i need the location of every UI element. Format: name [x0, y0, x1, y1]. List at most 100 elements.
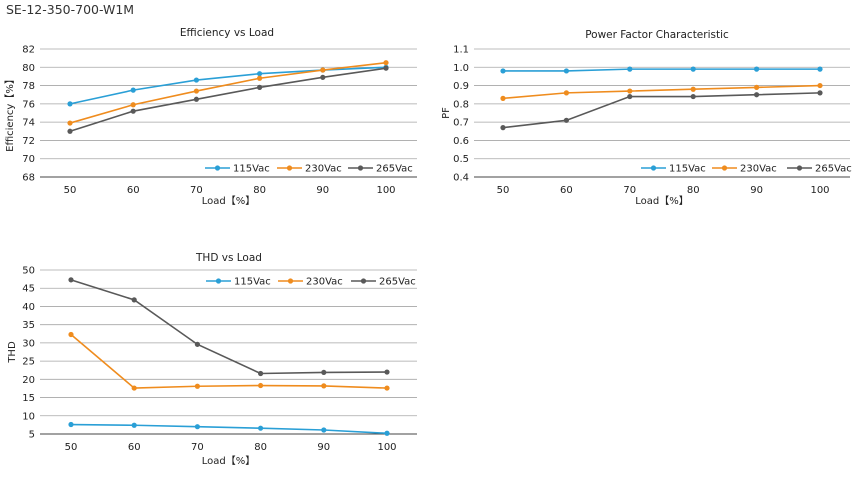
legend-label: 265Vac	[379, 277, 416, 288]
data-point	[690, 93, 696, 100]
data-point	[563, 68, 570, 74]
y-tick-label: 25	[22, 357, 35, 368]
y-tick-label: 45	[22, 284, 35, 295]
y-tick-label: 1.0	[453, 63, 469, 74]
x-tick-label: 50	[64, 185, 77, 196]
data-point	[817, 90, 823, 96]
x-tick-label: 60	[128, 442, 141, 453]
data-point	[131, 385, 137, 391]
data-point	[754, 84, 760, 90]
y-tick-label: 0.8	[453, 99, 469, 110]
data-point	[68, 277, 74, 283]
y-axis-label: THD	[7, 341, 18, 364]
y-tick-label: 35	[22, 320, 35, 331]
legend-entry: 230Vac	[278, 277, 343, 288]
data-point	[500, 125, 506, 131]
x-axis-label: Load【%】	[202, 455, 256, 467]
legend-label: 230Vac	[305, 164, 342, 175]
y-tick-label: 15	[22, 393, 35, 404]
legend-label: 115Vac	[669, 164, 706, 175]
data-point	[193, 77, 199, 83]
data-point	[194, 341, 200, 347]
x-tick-label: 80	[254, 442, 267, 453]
y-tick-label: 0.6	[453, 136, 469, 147]
data-point	[321, 427, 327, 433]
chart-2: Power Factor Characteristic 0.4 0.5 0.6 0.7 0…	[441, 29, 852, 207]
data-point	[384, 430, 390, 436]
legend-label: 115Vac	[233, 164, 270, 175]
data-point	[193, 96, 199, 102]
x-tick-label: 70	[191, 442, 204, 453]
data-point	[130, 108, 136, 114]
y-tick-label: 78	[22, 81, 35, 92]
legend-marker	[360, 278, 367, 284]
legend-marker	[286, 165, 293, 171]
data-point	[627, 93, 633, 100]
chart-3: THD vs Load 5 10 15 20 25 30 35 40 45 50 50 60 70 80 90…	[7, 252, 417, 467]
legend-label: 115Vac	[234, 277, 271, 288]
data-point	[817, 66, 823, 72]
data-point	[384, 369, 390, 375]
legend-marker	[650, 165, 657, 171]
data-point	[68, 421, 74, 428]
y-tick-label: 70	[22, 154, 35, 165]
x-tick-label: 50	[65, 442, 78, 453]
series-230Vac	[68, 331, 390, 391]
data-point	[67, 128, 73, 134]
x-tick-label: 100	[376, 185, 395, 196]
y-tick-label: 50	[22, 266, 35, 277]
series-265Vac	[68, 277, 390, 377]
x-tick-label: 60	[127, 185, 140, 196]
data-point	[690, 86, 696, 92]
y-tick-label: 30	[22, 338, 35, 349]
x-tick-label: 90	[317, 442, 330, 453]
data-point	[500, 95, 506, 101]
data-point	[131, 297, 137, 303]
data-point	[384, 385, 390, 391]
data-point	[320, 74, 326, 80]
data-point	[383, 60, 389, 66]
data-point	[500, 68, 506, 74]
series-line	[70, 423, 388, 435]
data-point	[321, 383, 327, 389]
x-tick-label: 70	[190, 185, 203, 196]
legend-marker	[796, 165, 803, 171]
data-point	[258, 370, 264, 377]
legend-marker	[287, 278, 294, 284]
legend-marker	[721, 165, 728, 171]
y-axis-label: PF	[441, 107, 452, 119]
legend-entry: 115Vac	[641, 164, 706, 175]
legend-marker	[214, 165, 221, 171]
legend-label: 265Vac	[376, 164, 413, 175]
data-point	[130, 102, 136, 108]
data-point	[690, 66, 696, 72]
y-tick-label: 0.7	[453, 118, 469, 129]
data-point	[131, 422, 137, 428]
legend-entry: 265Vac	[348, 164, 413, 175]
y-tick-label: 68	[22, 173, 35, 184]
series-line	[502, 92, 821, 129]
series-265Vac	[500, 90, 823, 131]
legend-label: 265Vac	[815, 164, 852, 175]
data-point	[67, 120, 73, 126]
data-point	[817, 82, 823, 89]
legend-marker	[357, 165, 364, 171]
chart-title: Efficiency vs Load	[180, 27, 274, 39]
y-tick-label: 40	[22, 302, 35, 313]
data-point	[754, 66, 760, 72]
series-265Vac	[67, 65, 389, 134]
x-tick-label: 80	[687, 185, 700, 196]
series-230Vac	[500, 82, 823, 101]
legend-entry: 265Vac	[787, 164, 852, 175]
page-title: SE-12-350-700-W1M	[6, 2, 135, 17]
data-point	[68, 331, 74, 338]
y-tick-label: 80	[22, 63, 35, 74]
x-tick-label: 70	[623, 185, 636, 196]
legend-entry: 230Vac	[277, 164, 342, 175]
data-point	[193, 88, 199, 94]
legend-marker	[215, 278, 222, 284]
data-point	[320, 67, 326, 73]
series-line	[503, 68, 820, 72]
data-point	[321, 369, 327, 376]
